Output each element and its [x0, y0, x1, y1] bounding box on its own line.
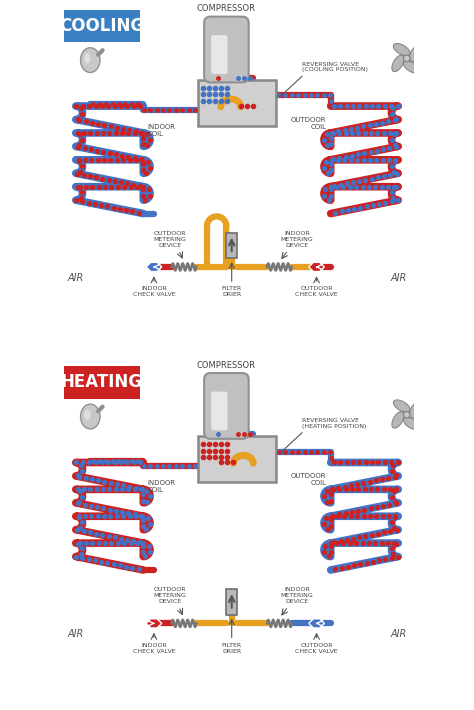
Text: OUTDOOR
COIL: OUTDOOR COIL — [291, 116, 327, 130]
FancyBboxPatch shape — [64, 366, 140, 399]
Text: AIR: AIR — [67, 273, 83, 283]
Text: HEATING: HEATING — [61, 373, 143, 391]
Text: INDOOR
CHECK VALVE: INDOOR CHECK VALVE — [133, 286, 175, 297]
Text: INDOOR
COIL: INDOOR COIL — [147, 124, 175, 137]
Ellipse shape — [393, 43, 410, 55]
Ellipse shape — [393, 400, 410, 412]
Text: OUTDOOR
COIL: OUTDOOR COIL — [291, 473, 327, 486]
Ellipse shape — [403, 61, 420, 73]
Text: AIR: AIR — [391, 273, 407, 283]
FancyBboxPatch shape — [211, 36, 228, 74]
Ellipse shape — [81, 404, 100, 429]
Circle shape — [403, 55, 410, 62]
Ellipse shape — [392, 412, 404, 428]
FancyBboxPatch shape — [227, 589, 237, 615]
Ellipse shape — [410, 45, 421, 62]
Ellipse shape — [84, 410, 91, 420]
Text: FILTER
DRIER: FILTER DRIER — [222, 286, 242, 297]
Ellipse shape — [410, 401, 421, 418]
Text: REVERSING VALVE
(HEATING POSITION): REVERSING VALVE (HEATING POSITION) — [302, 418, 367, 429]
FancyBboxPatch shape — [204, 16, 249, 82]
Circle shape — [403, 412, 410, 418]
Polygon shape — [309, 263, 324, 271]
FancyBboxPatch shape — [198, 80, 276, 126]
FancyBboxPatch shape — [227, 233, 237, 258]
Ellipse shape — [81, 48, 100, 72]
Text: COMPRESSOR: COMPRESSOR — [197, 361, 256, 369]
Text: OUTDOOR
CHECK VALVE: OUTDOOR CHECK VALVE — [295, 643, 338, 654]
FancyBboxPatch shape — [211, 392, 228, 430]
Text: INDOOR
CHECK VALVE: INDOOR CHECK VALVE — [133, 643, 175, 654]
FancyBboxPatch shape — [198, 436, 276, 482]
FancyBboxPatch shape — [204, 373, 249, 439]
Text: INDOOR
METERING
DEVICE: INDOOR METERING DEVICE — [281, 231, 313, 248]
Ellipse shape — [84, 53, 91, 64]
Text: INDOOR
METERING
DEVICE: INDOOR METERING DEVICE — [281, 587, 313, 604]
Text: REVERSING VALVE
(COOLING POSITION): REVERSING VALVE (COOLING POSITION) — [302, 62, 368, 72]
Ellipse shape — [392, 55, 404, 72]
Ellipse shape — [403, 417, 420, 430]
Text: OUTDOOR
METERING
DEVICE: OUTDOOR METERING DEVICE — [154, 231, 186, 248]
Text: OUTDOOR
CHECK VALVE: OUTDOOR CHECK VALVE — [295, 286, 338, 297]
Polygon shape — [309, 619, 324, 628]
Text: COMPRESSOR: COMPRESSOR — [197, 4, 256, 13]
Polygon shape — [146, 263, 162, 271]
Text: AIR: AIR — [67, 629, 83, 639]
FancyBboxPatch shape — [64, 10, 140, 43]
Polygon shape — [146, 619, 162, 628]
Text: FILTER
DRIER: FILTER DRIER — [222, 643, 242, 654]
Text: OUTDOOR
METERING
DEVICE: OUTDOOR METERING DEVICE — [154, 587, 186, 604]
Text: AIR: AIR — [391, 629, 407, 639]
Text: COOLING: COOLING — [59, 17, 145, 35]
Text: INDOOR
COIL: INDOOR COIL — [147, 480, 175, 493]
